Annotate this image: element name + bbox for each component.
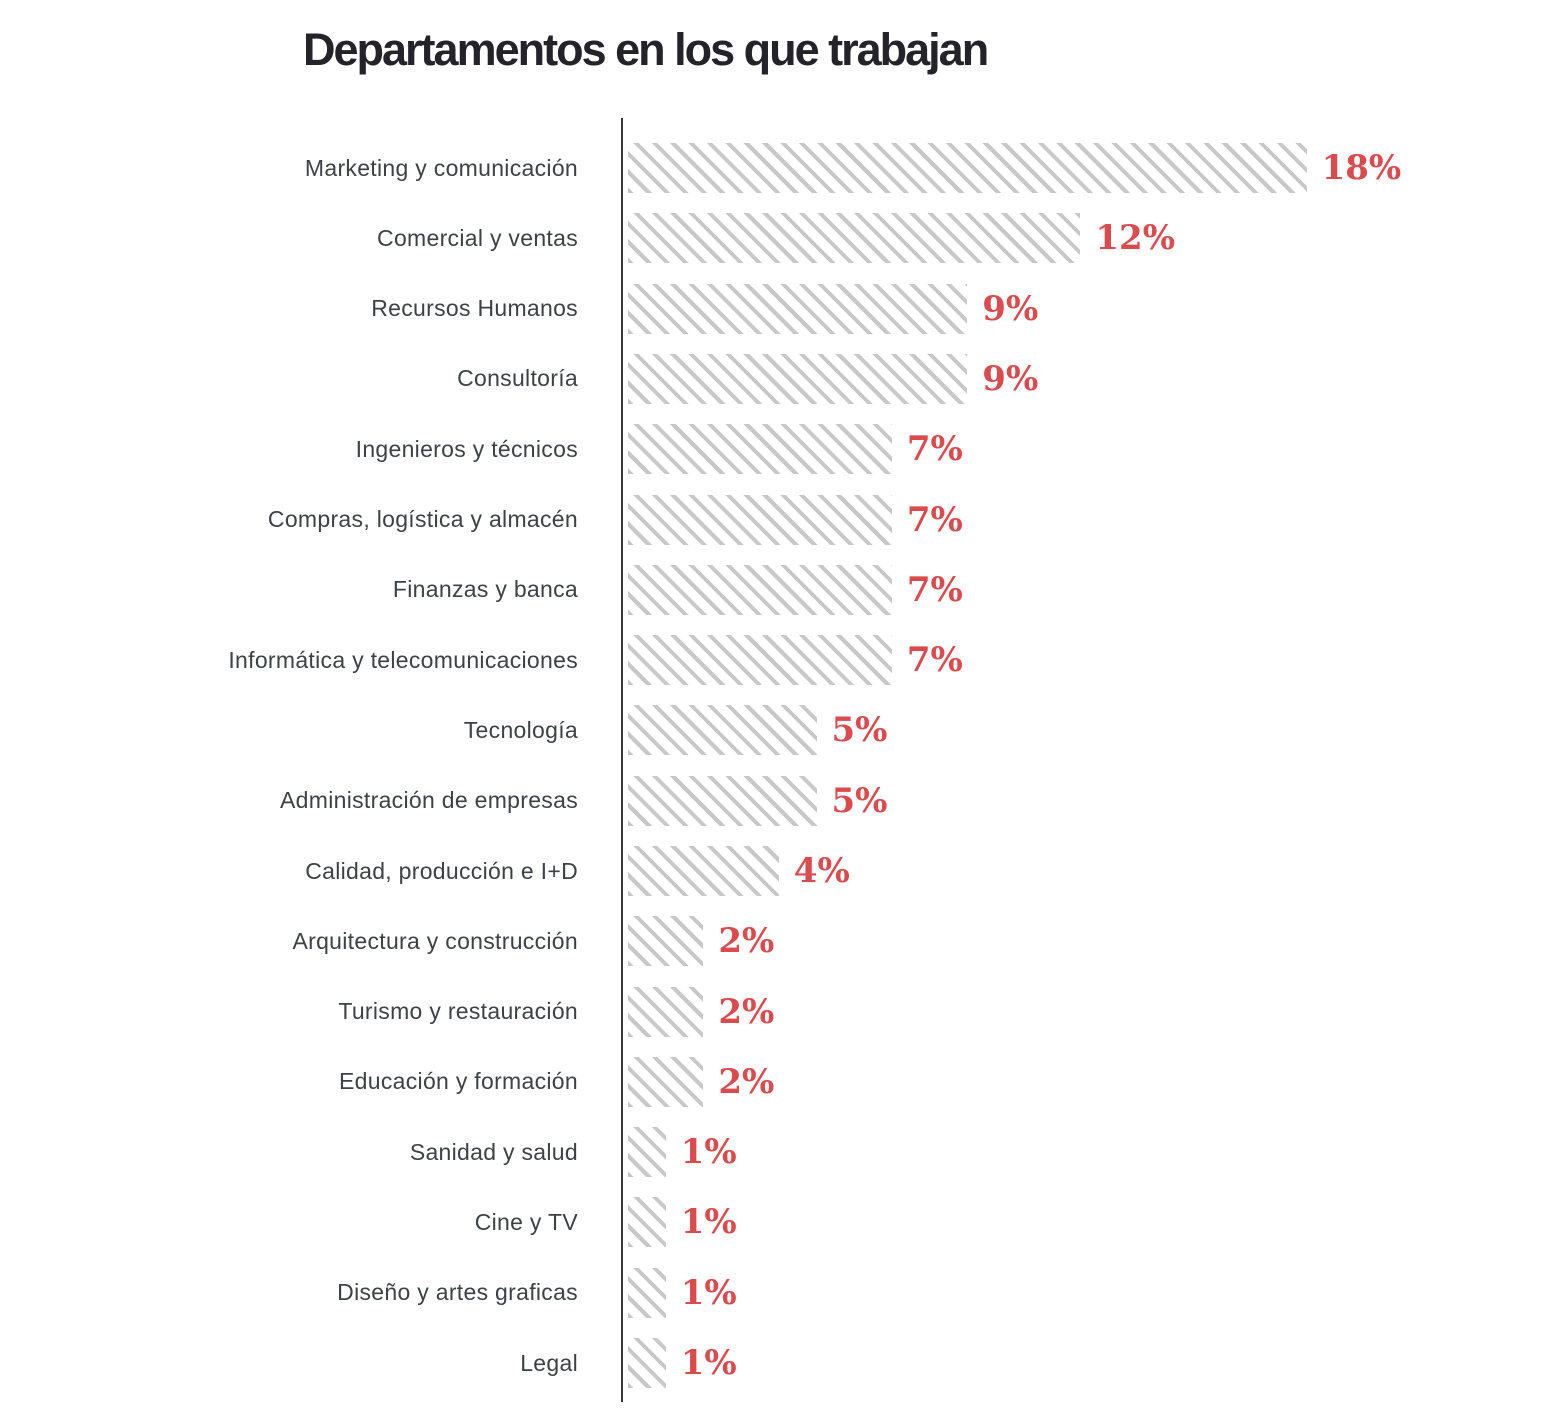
value-label: 1% (680, 1132, 737, 1173)
category-label: Marketing y comunicación (304, 154, 578, 181)
value-label: 9% (982, 288, 1039, 329)
chart-row: Marketing y comunicación 18% (0, 133, 1542, 203)
category-label: Turismo y restauración (338, 998, 578, 1025)
bar (628, 705, 817, 756)
category-label: Arquitectura y construcción (292, 927, 578, 954)
value-label: 2% (718, 991, 775, 1032)
category-label: Finanzas y banca (392, 576, 578, 603)
bar (628, 1127, 666, 1178)
value-label: 2% (718, 921, 775, 962)
chart-row: Comercial y ventas 12% (0, 203, 1542, 273)
bar (628, 986, 704, 1037)
bar (628, 1197, 666, 1248)
value-label: 5% (831, 780, 888, 821)
chart-title: Departamentos en los que trabajan (303, 24, 989, 75)
value-label: 5% (831, 710, 888, 751)
value-label: 9% (982, 358, 1039, 399)
bar (628, 775, 817, 826)
y-axis-line (621, 118, 623, 1402)
value-label: 2% (718, 1061, 775, 1102)
bar (628, 424, 892, 475)
bar (628, 1056, 704, 1107)
value-label: 1% (680, 1343, 737, 1384)
value-label: 1% (680, 1202, 737, 1243)
category-label: Diseño y artes graficas (337, 1279, 578, 1306)
category-label: Ingenieros y técnicos (355, 435, 578, 462)
bar (628, 635, 892, 686)
category-label: Compras, logística y almacén (267, 506, 578, 533)
chart-row: Informática y telecomunicaciones 7% (0, 625, 1542, 695)
value-label: 18% (1321, 148, 1402, 189)
chart-row: Compras, logística y almacén 7% (0, 484, 1542, 554)
value-label: 7% (906, 569, 963, 610)
category-label: Cine y TV (474, 1208, 578, 1235)
chart-row: Turismo y restauración 2% (0, 976, 1542, 1046)
chart-row: Arquitectura y construcción 2% (0, 906, 1542, 976)
bar (628, 494, 892, 545)
chart-row: Recursos Humanos 9% (0, 273, 1542, 343)
category-label: Comercial y ventas (377, 224, 578, 251)
value-label: 7% (906, 640, 963, 681)
value-label: 12% (1095, 218, 1176, 259)
value-label: 7% (906, 429, 963, 470)
category-label: Educación y formación (339, 1068, 578, 1095)
bar (628, 353, 968, 404)
bar (628, 916, 704, 967)
chart-row: Cine y TV 1% (0, 1187, 1542, 1257)
category-label: Informática y telecomunicaciones (228, 646, 578, 673)
chart-row: Administración de empresas 5% (0, 766, 1542, 836)
chart-row: Tecnología 5% (0, 695, 1542, 765)
value-label: 7% (906, 499, 963, 540)
chart-row: Legal 1% (0, 1328, 1542, 1398)
category-label: Legal (520, 1349, 578, 1376)
chart-row: Consultoría 9% (0, 344, 1542, 414)
chart-row: Sanidad y salud 1% (0, 1117, 1542, 1187)
bar (628, 283, 968, 334)
value-label: 1% (680, 1272, 737, 1313)
chart-row: Educación y formación 2% (0, 1047, 1542, 1117)
chart-row: Ingenieros y técnicos 7% (0, 414, 1542, 484)
bar (628, 1338, 666, 1389)
category-label: Calidad, producción e I+D (305, 857, 578, 884)
bar (628, 1267, 666, 1318)
bar (628, 143, 1307, 194)
value-label: 4% (793, 851, 850, 891)
chart-row: Finanzas y banca 7% (0, 555, 1542, 625)
bar (628, 564, 892, 615)
chart-row: Diseño y artes graficas 1% (0, 1258, 1542, 1328)
category-label: Administración de empresas (280, 787, 578, 814)
bar (628, 846, 779, 896)
category-label: Consultoría (457, 365, 578, 392)
category-label: Tecnología (463, 716, 578, 743)
chart-row: Calidad, producción e I+D 4% (0, 836, 1542, 906)
chart-rows: Marketing y comunicación 18% Comercial y… (0, 133, 1542, 1398)
category-label: Sanidad y salud (409, 1138, 578, 1165)
bar (628, 213, 1081, 264)
category-label: Recursos Humanos (371, 295, 578, 322)
